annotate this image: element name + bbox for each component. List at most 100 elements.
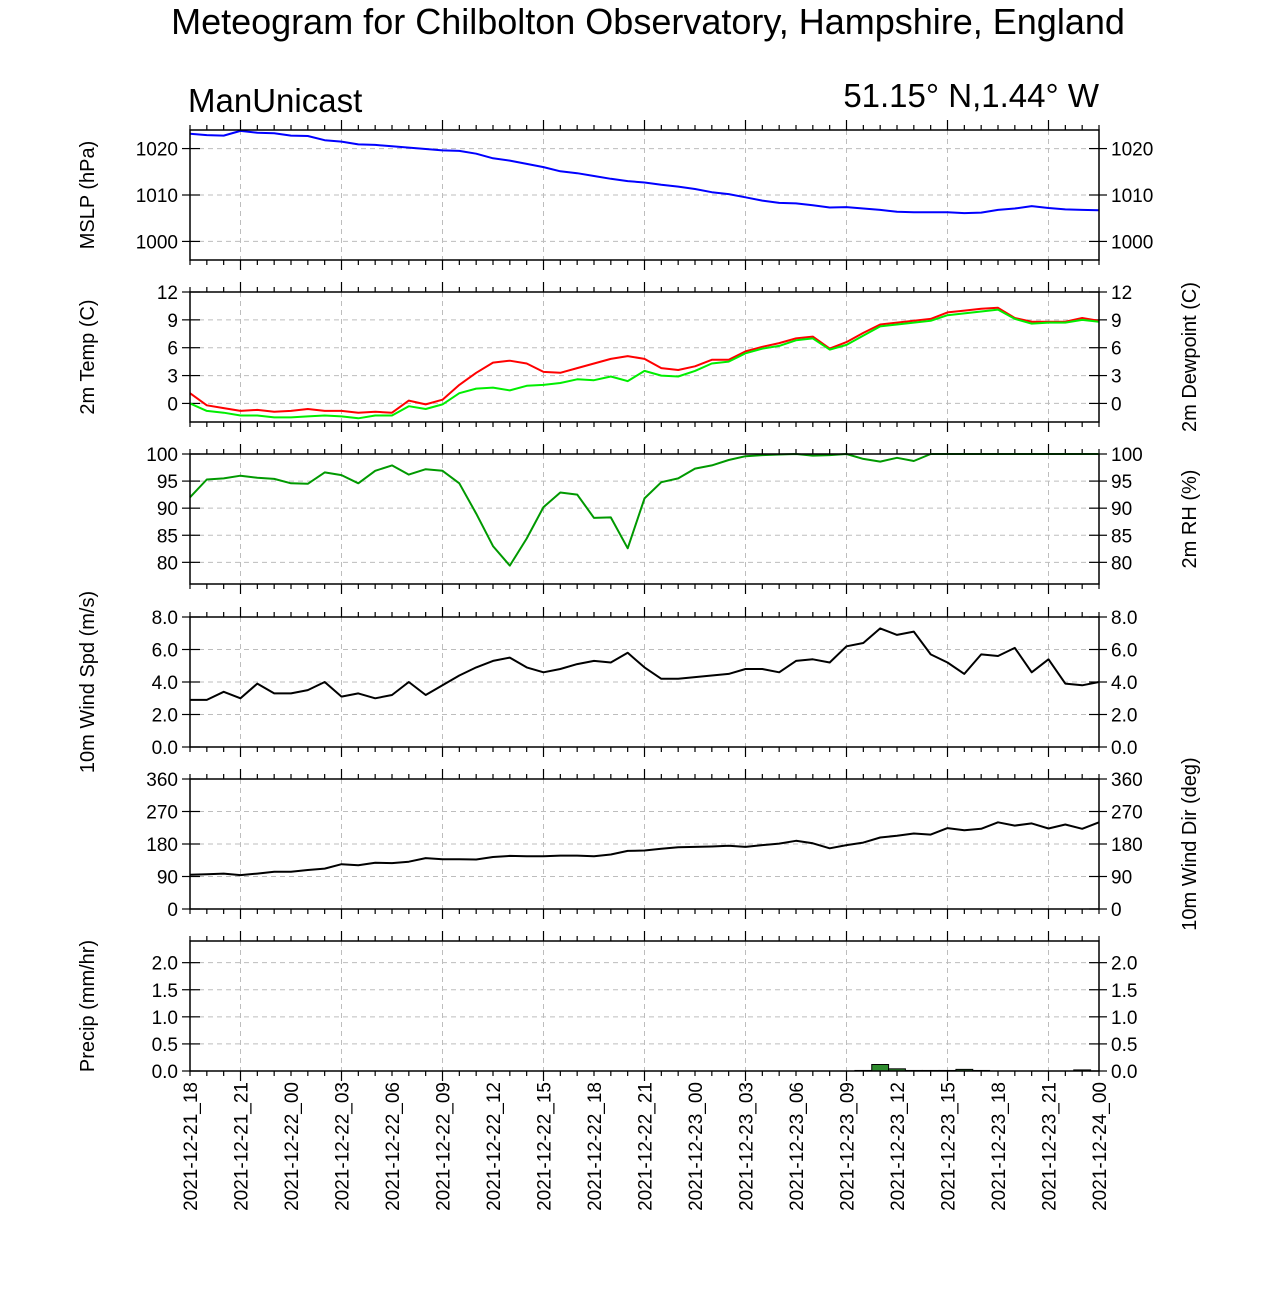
y-tick-label-left: 2.0 — [152, 954, 178, 975]
y-tick-label-left: 4.0 — [152, 673, 178, 694]
y-tick-label-right: 270 — [1111, 803, 1143, 824]
panel-precip: 0.0 0.0 0.5 0.5 1.0 1.0 1.5 1.5 2.0 2.0 Precip (mm… — [77, 931, 1137, 1083]
x-tick-label: 2021-12-23_09 — [838, 1082, 859, 1211]
y-tick-label-right: 8.0 — [1111, 608, 1137, 629]
y-tick-label-left: 9 — [167, 311, 178, 332]
x-tick-label: 2021-12-21_18 — [181, 1082, 202, 1211]
y-tick-label-left: 85 — [157, 526, 178, 547]
y-tick-label-right: 1.0 — [1111, 1008, 1137, 1029]
y-tick-label-right: 0 — [1111, 394, 1122, 415]
x-tick-label: 2021-12-23_06 — [787, 1082, 808, 1211]
y-tick-label-right: 360 — [1111, 770, 1143, 791]
x-tick-label: 2021-12-22_03 — [333, 1082, 354, 1211]
y-tick-label-left: 6.0 — [152, 641, 178, 662]
panel-temp: 0 0 3 3 6 6 9 9 12 12 2m Temp (C) 2m Dewpoint (C) — [77, 282, 1201, 432]
y-tick-label-left: 0 — [167, 900, 178, 921]
windspd-series-line — [190, 627, 1100, 701]
y-tick-label-left: 100 — [146, 445, 178, 466]
y-tick-label-right: 4.0 — [1111, 673, 1137, 694]
y-tick-label-right: 0.0 — [1111, 1062, 1137, 1083]
y-tick-label-right: 1020 — [1111, 140, 1153, 161]
panel-frame — [189, 778, 1100, 910]
y-tick-label-right: 1.5 — [1111, 981, 1137, 1002]
y-tick-label-right: 80 — [1111, 553, 1132, 574]
y-tick-label-left: 0.0 — [152, 1062, 178, 1083]
chart-title: Meteogram for Chilbolton Observatory, Ha… — [171, 1, 1125, 42]
y-axis-label-left: Precip (mm/hr) — [77, 940, 99, 1072]
x-tick-label: 2021-12-23_03 — [737, 1082, 758, 1211]
y-tick-label-right: 90 — [1111, 868, 1132, 889]
x-axis-labels: 2021-12-21_18 2021-12-21_21 2021-12-22_00 2… — [181, 1082, 1111, 1211]
y-tick-label-left: 360 — [146, 770, 178, 791]
precip-bar — [871, 1064, 890, 1072]
y-tick-label-left: 180 — [146, 835, 178, 856]
temp-series-line — [189, 306, 1100, 414]
y-tick-label-left: 1010 — [136, 186, 178, 207]
y-tick-label-right: 3 — [1111, 367, 1122, 388]
x-tick-label: 2021-12-23_15 — [939, 1082, 960, 1211]
temp-series-line — [189, 308, 1100, 420]
y-tick-label-left: 270 — [146, 803, 178, 824]
y-tick-label-right: 6.0 — [1111, 641, 1137, 662]
y-tick-label-right: 0.5 — [1111, 1035, 1137, 1056]
x-tick-label: 2021-12-24_00 — [1090, 1082, 1111, 1211]
y-tick-label-left: 0 — [167, 394, 178, 415]
x-tick-label: 2021-12-23_00 — [686, 1082, 707, 1211]
y-tick-label-right: 1000 — [1111, 232, 1153, 253]
y-axis-label-right: 10m Wind Dir (deg) — [1179, 757, 1201, 930]
y-tick-label-left: 2.0 — [152, 706, 178, 727]
winddir-series-line — [189, 821, 1100, 877]
x-tick-label: 2021-12-22_00 — [282, 1082, 303, 1211]
x-tick-label: 2021-12-22_09 — [434, 1082, 455, 1211]
y-tick-label-right: 0.0 — [1111, 738, 1137, 759]
y-axis-label-right: 2m Dewpoint (C) — [1179, 282, 1201, 432]
panel-frame — [189, 616, 1100, 748]
panel-windspd: 0.0 0.0 2.0 2.0 4.0 4.0 6.0 6.0 8.0 8.0 10m Wind S… — [77, 591, 1137, 773]
y-axis-label-left: 2m Temp (C) — [77, 299, 99, 414]
y-axis-label-right: 2m RH (%) — [1179, 470, 1201, 569]
x-tick-label: 2021-12-21_21 — [232, 1082, 253, 1211]
x-tick-label: 2021-12-22_12 — [484, 1082, 505, 1211]
y-tick-label-right: 12 — [1111, 283, 1132, 304]
y-axis-label-left: 10m Wind Spd (m/s) — [77, 591, 99, 773]
y-tick-label-right: 85 — [1111, 526, 1132, 547]
y-tick-label-right: 2.0 — [1111, 706, 1137, 727]
y-tick-label-left: 95 — [157, 472, 178, 493]
y-tick-label-left: 90 — [157, 499, 178, 520]
y-tick-label-left: 1.5 — [152, 981, 178, 1002]
panel-frame — [189, 940, 1100, 1072]
y-tick-label-right: 95 — [1111, 472, 1132, 493]
y-tick-label-left: 0.5 — [152, 1035, 178, 1056]
y-tick-label-left: 0.0 — [152, 738, 178, 759]
x-tick-label: 2021-12-23_18 — [989, 1082, 1010, 1211]
location-label: 51.15° N,1.44° W — [843, 77, 1100, 114]
y-tick-label-right: 2.0 — [1111, 954, 1137, 975]
model-label: ManUnicast — [188, 82, 362, 119]
panel-winddir: 0 0 90 90 180 180 270 270 360 360 10m Wind Dir (de… — [146, 757, 1201, 930]
y-tick-label-right: 6 — [1111, 339, 1122, 360]
x-tick-label: 2021-12-22_18 — [585, 1082, 606, 1211]
y-tick-label-left: 12 — [157, 283, 178, 304]
y-tick-label-left: 80 — [157, 553, 178, 574]
y-tick-label-right: 90 — [1111, 499, 1132, 520]
y-tick-label-right: 180 — [1111, 835, 1143, 856]
y-tick-label-left: 6 — [167, 339, 178, 360]
y-tick-label-right: 9 — [1111, 311, 1122, 332]
y-tick-label-left: 1020 — [136, 140, 178, 161]
y-axis-label-left: MSLP (hPa) — [77, 141, 99, 250]
y-tick-label-left: 3 — [167, 367, 178, 388]
x-tick-label: 2021-12-22_21 — [636, 1082, 657, 1211]
y-tick-label-left: 1.0 — [152, 1008, 178, 1029]
x-tick-label: 2021-12-23_12 — [888, 1082, 909, 1211]
x-tick-label: 2021-12-22_06 — [383, 1082, 404, 1211]
x-tick-label: 2021-12-23_21 — [1040, 1082, 1061, 1211]
panel-frame — [189, 129, 1100, 261]
y-tick-label-left: 8.0 — [152, 608, 178, 629]
x-tick-label: 2021-12-22_15 — [535, 1082, 556, 1211]
panel-mslp: 1000 1000 1010 1010 1020 1020 MSLP (hPa) — [77, 120, 1153, 270]
y-tick-label-right: 1010 — [1111, 186, 1153, 207]
panel-frame — [189, 453, 1100, 585]
panel-rh: 80 80 85 85 90 90 95 95 100 100 2m RH (%) — [146, 444, 1201, 594]
